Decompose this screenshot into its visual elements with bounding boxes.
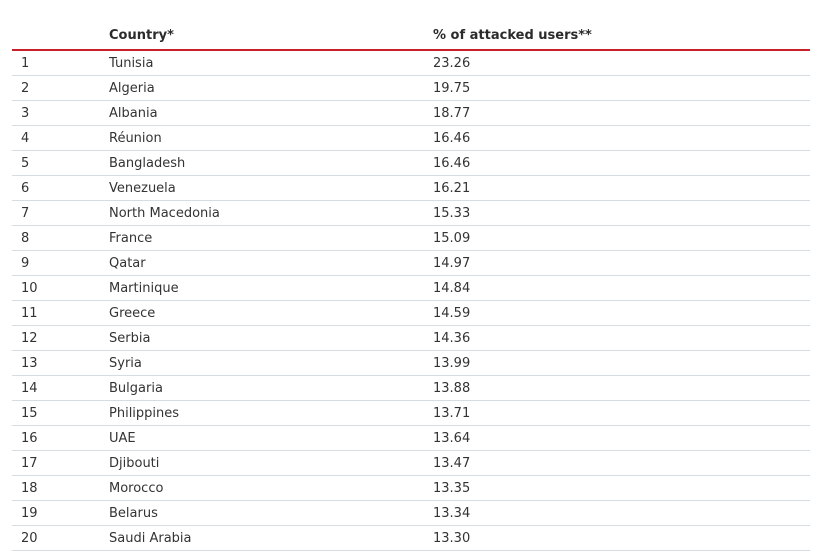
cell-country: Tunisia — [109, 50, 433, 76]
cell-country: Bangladesh — [109, 150, 433, 176]
cell-country: Qatar — [109, 250, 433, 276]
table-row: 9 Qatar 14.97 — [12, 250, 810, 276]
table-row: 16 UAE 13.64 — [12, 425, 810, 451]
cell-rank: 7 — [12, 200, 109, 226]
cell-country: Syria — [109, 350, 433, 376]
table-row: 11 Greece 14.59 — [12, 300, 810, 326]
cell-country: Saudi Arabia — [109, 525, 433, 551]
cell-rank: 16 — [12, 425, 109, 451]
cell-country: Greece — [109, 300, 433, 326]
cell-rank: 6 — [12, 175, 109, 201]
cell-country: Belarus — [109, 500, 433, 526]
cell-percent: 13.64 — [433, 425, 810, 451]
cell-percent: 23.26 — [433, 50, 810, 76]
cell-rank: 14 — [12, 375, 109, 401]
table-row: 18 Morocco 13.35 — [12, 475, 810, 501]
cell-rank: 5 — [12, 150, 109, 176]
cell-percent: 13.47 — [433, 450, 810, 476]
table-row: 6 Venezuela 16.21 — [12, 175, 810, 201]
cell-percent: 13.35 — [433, 475, 810, 501]
table-header: Country* % of attacked users** — [12, 22, 810, 51]
attacked-users-table: Country* % of attacked users** 1 Tunisia 2… — [12, 22, 810, 551]
table-row: 1 Tunisia 23.26 — [12, 50, 810, 76]
table-row: 10 Martinique 14.84 — [12, 275, 810, 301]
cell-percent: 14.36 — [433, 325, 810, 351]
table-row: 5 Bangladesh 16.46 — [12, 150, 810, 176]
cell-country: Algeria — [109, 75, 433, 101]
cell-country: North Macedonia — [109, 200, 433, 226]
header-percent: % of attacked users** — [433, 22, 810, 51]
cell-percent: 15.33 — [433, 200, 810, 226]
table-row: 13 Syria 13.99 — [12, 350, 810, 376]
cell-percent: 13.99 — [433, 350, 810, 376]
cell-rank: 2 — [12, 75, 109, 101]
table-row: 14 Bulgaria 13.88 — [12, 375, 810, 401]
cell-rank: 4 — [12, 125, 109, 151]
cell-country: Albania — [109, 100, 433, 126]
cell-country: Bulgaria — [109, 375, 433, 401]
cell-rank: 20 — [12, 525, 109, 551]
cell-percent: 14.97 — [433, 250, 810, 276]
header-country: Country* — [109, 22, 433, 51]
cell-country: Morocco — [109, 475, 433, 501]
cell-rank: 11 — [12, 300, 109, 326]
cell-percent: 14.59 — [433, 300, 810, 326]
table-header-row: Country* % of attacked users** — [12, 22, 810, 51]
cell-percent: 19.75 — [433, 75, 810, 101]
table-row: 12 Serbia 14.36 — [12, 325, 810, 351]
cell-country: Serbia — [109, 325, 433, 351]
cell-rank: 9 — [12, 250, 109, 276]
table-row: 17 Djibouti 13.47 — [12, 450, 810, 476]
table-row: 4 Réunion 16.46 — [12, 125, 810, 151]
cell-country: Djibouti — [109, 450, 433, 476]
cell-country: Martinique — [109, 275, 433, 301]
cell-rank: 8 — [12, 225, 109, 251]
cell-percent: 13.71 — [433, 400, 810, 426]
cell-rank: 1 — [12, 50, 109, 76]
table-row: 3 Albania 18.77 — [12, 100, 810, 126]
cell-percent: 16.21 — [433, 175, 810, 201]
cell-rank: 19 — [12, 500, 109, 526]
cell-rank: 10 — [12, 275, 109, 301]
cell-percent: 16.46 — [433, 125, 810, 151]
cell-country: Philippines — [109, 400, 433, 426]
table-row: 7 North Macedonia 15.33 — [12, 200, 810, 226]
table-body: 1 Tunisia 23.26 2 Algeria 19.75 3 Albania 18.77 4… — [12, 50, 810, 551]
table-row: 2 Algeria 19.75 — [12, 75, 810, 101]
table-row: 8 France 15.09 — [12, 225, 810, 251]
cell-percent: 13.88 — [433, 375, 810, 401]
cell-rank: 15 — [12, 400, 109, 426]
cell-percent: 13.30 — [433, 525, 810, 551]
cell-rank: 3 — [12, 100, 109, 126]
cell-country: Venezuela — [109, 175, 433, 201]
cell-percent: 14.84 — [433, 275, 810, 301]
table-row: 19 Belarus 13.34 — [12, 500, 810, 526]
cell-percent: 16.46 — [433, 150, 810, 176]
cell-percent: 13.34 — [433, 500, 810, 526]
table-row: 20 Saudi Arabia 13.30 — [12, 525, 810, 551]
cell-percent: 15.09 — [433, 225, 810, 251]
attacked-users-table-container: Country* % of attacked users** 1 Tunisia 2… — [12, 22, 810, 551]
cell-rank: 12 — [12, 325, 109, 351]
table-row: 15 Philippines 13.71 — [12, 400, 810, 426]
cell-country: UAE — [109, 425, 433, 451]
cell-rank: 18 — [12, 475, 109, 501]
cell-country: Réunion — [109, 125, 433, 151]
cell-rank: 13 — [12, 350, 109, 376]
cell-country: France — [109, 225, 433, 251]
cell-rank: 17 — [12, 450, 109, 476]
header-rank — [12, 22, 109, 51]
cell-percent: 18.77 — [433, 100, 810, 126]
